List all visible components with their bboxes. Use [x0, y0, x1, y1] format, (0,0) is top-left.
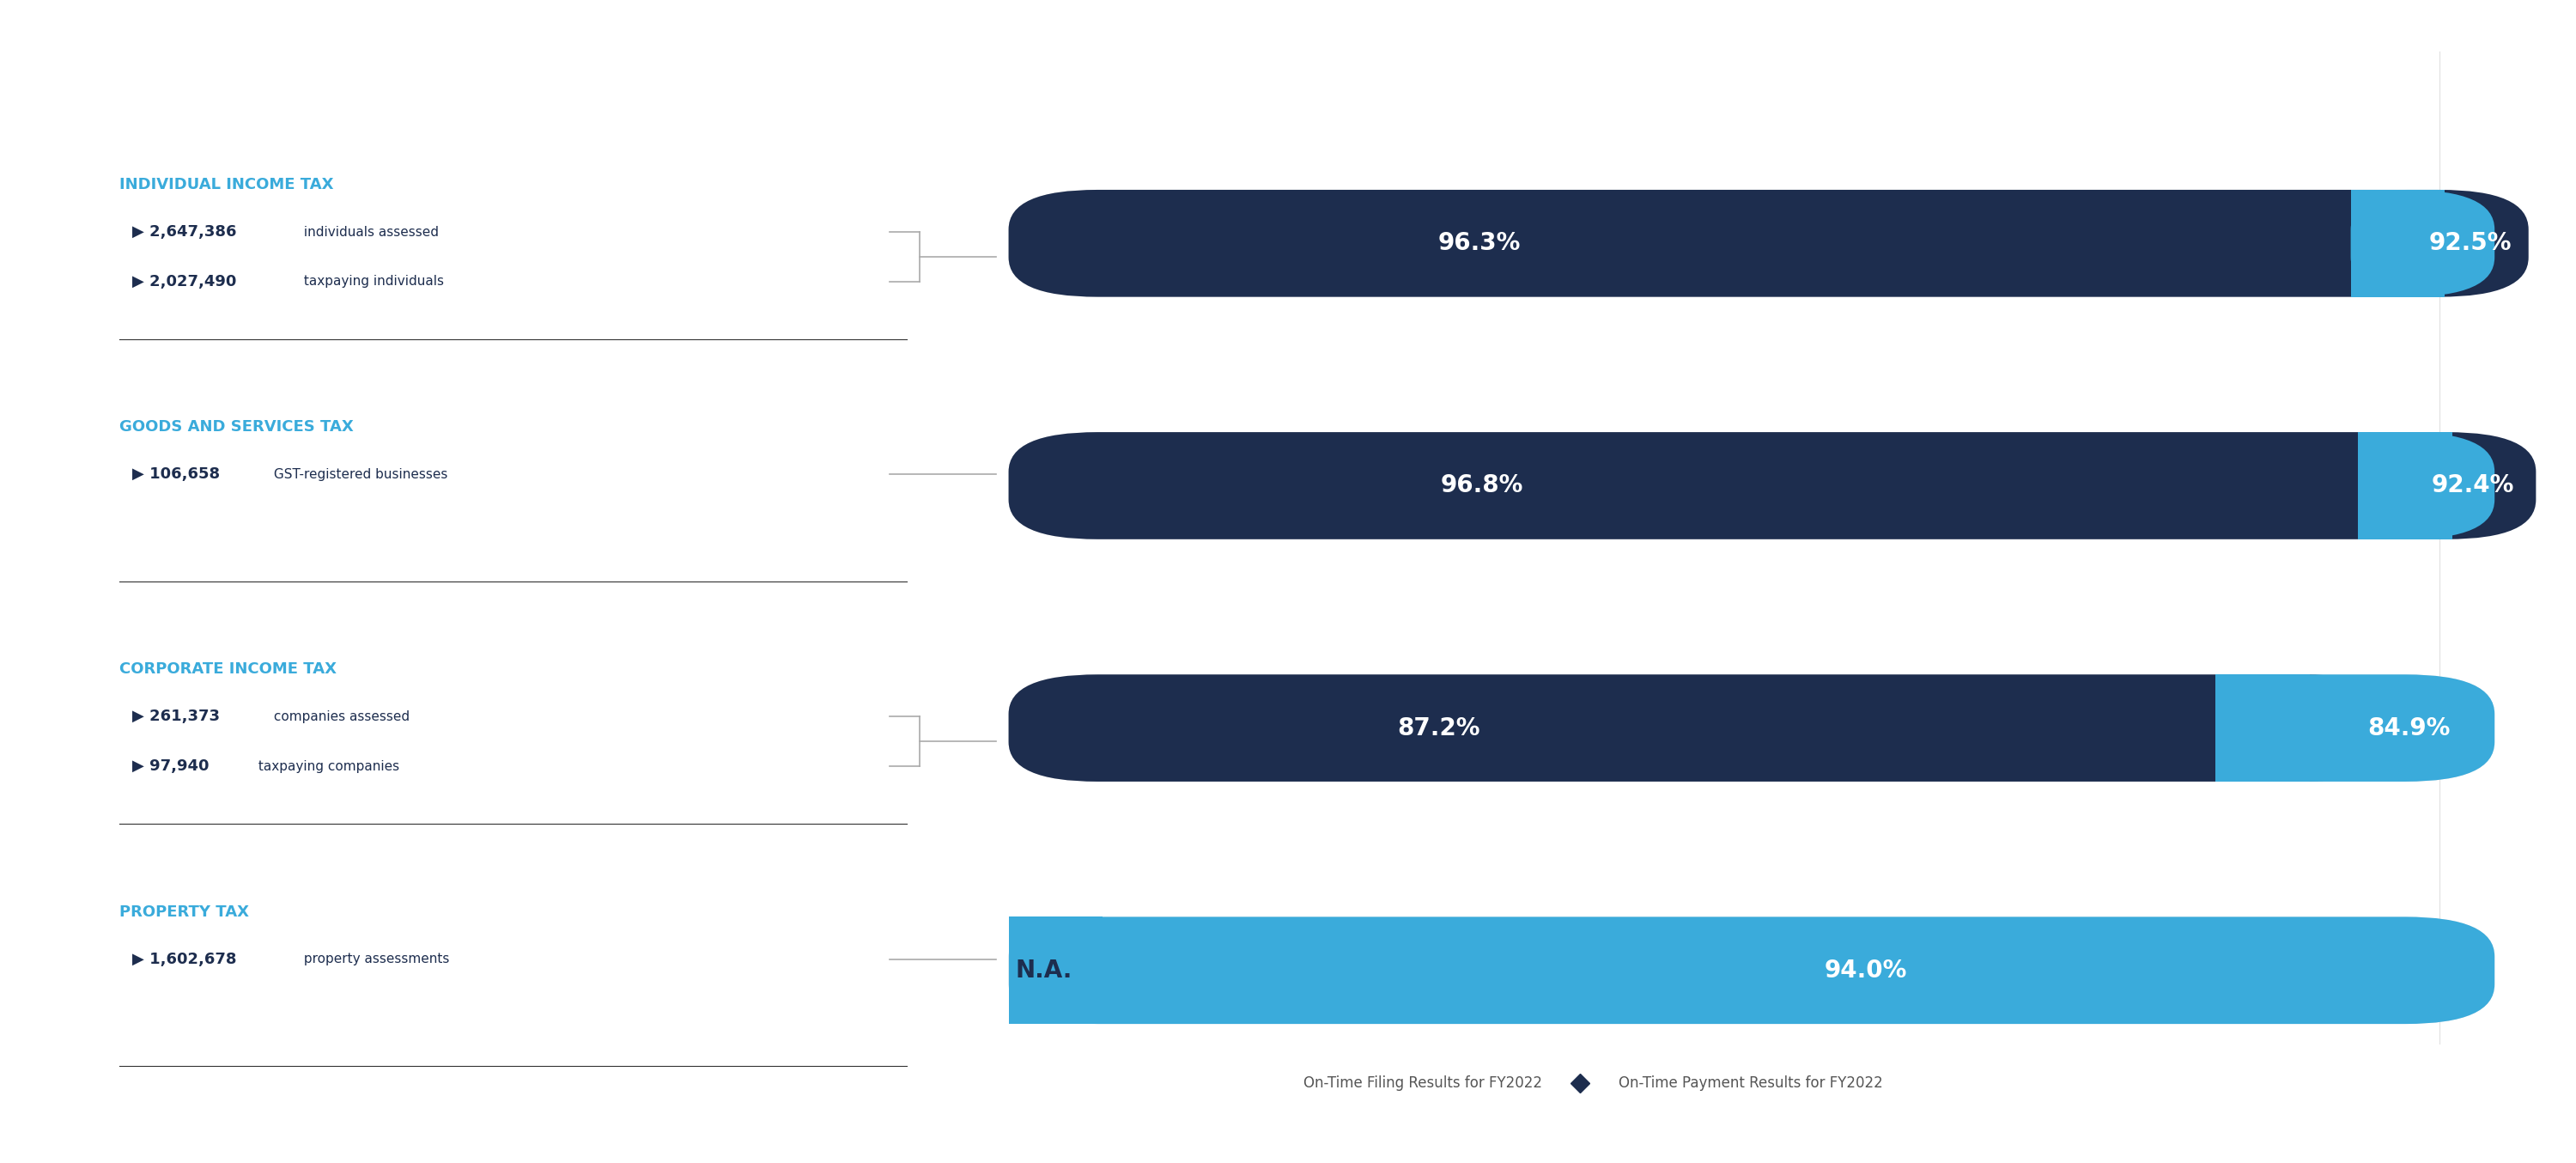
FancyBboxPatch shape: [1010, 916, 1103, 1023]
Text: 87.2%: 87.2%: [1396, 716, 1481, 740]
FancyBboxPatch shape: [2357, 433, 2452, 540]
FancyBboxPatch shape: [2215, 675, 2311, 782]
Text: individuals assessed: individuals assessed: [299, 226, 438, 238]
Text: ▶ 106,658: ▶ 106,658: [131, 466, 219, 483]
FancyBboxPatch shape: [2352, 190, 2445, 297]
FancyBboxPatch shape: [1010, 190, 2530, 297]
Text: CORPORATE INCOME TAX: CORPORATE INCOME TAX: [118, 662, 337, 677]
FancyBboxPatch shape: [1010, 190, 2494, 297]
Text: PROPERTY TAX: PROPERTY TAX: [118, 904, 250, 920]
Text: taxpaying individuals: taxpaying individuals: [299, 276, 443, 288]
Text: ▶ 97,940: ▶ 97,940: [131, 758, 209, 775]
FancyBboxPatch shape: [2352, 190, 2494, 297]
Text: companies assessed: companies assessed: [270, 711, 410, 723]
FancyBboxPatch shape: [2357, 433, 2452, 540]
FancyBboxPatch shape: [2357, 433, 2494, 540]
Text: 96.3%: 96.3%: [1437, 231, 1520, 256]
FancyBboxPatch shape: [2352, 190, 2445, 297]
Text: ▶ 2,647,386: ▶ 2,647,386: [131, 224, 237, 240]
FancyBboxPatch shape: [1010, 675, 2393, 782]
Text: property assessments: property assessments: [299, 952, 451, 965]
Text: 96.8%: 96.8%: [1440, 473, 1522, 498]
Text: 94.0%: 94.0%: [1824, 958, 1906, 983]
Text: ▶ 2,027,490: ▶ 2,027,490: [131, 274, 237, 290]
FancyBboxPatch shape: [2215, 675, 2494, 782]
FancyBboxPatch shape: [1010, 433, 2494, 540]
Text: 92.4%: 92.4%: [2432, 473, 2514, 498]
FancyBboxPatch shape: [1010, 675, 2494, 782]
Text: 92.5%: 92.5%: [2429, 231, 2512, 256]
FancyBboxPatch shape: [2215, 675, 2311, 782]
FancyBboxPatch shape: [1010, 433, 2535, 540]
Text: N.A.: N.A.: [1015, 958, 1072, 983]
Text: INDIVIDUAL INCOME TAX: INDIVIDUAL INCOME TAX: [118, 177, 335, 192]
Text: ▶ 261,373: ▶ 261,373: [131, 709, 219, 725]
Text: 84.9%: 84.9%: [2367, 716, 2450, 740]
Text: On-Time Filing Results for FY2022: On-Time Filing Results for FY2022: [1303, 1076, 1543, 1091]
Text: GST-registered businesses: GST-registered businesses: [270, 468, 448, 480]
Text: taxpaying companies: taxpaying companies: [255, 759, 399, 772]
Text: GOODS AND SERVICES TAX: GOODS AND SERVICES TAX: [118, 420, 353, 435]
FancyBboxPatch shape: [1010, 916, 2494, 1023]
Text: On-Time Payment Results for FY2022: On-Time Payment Results for FY2022: [1618, 1076, 1883, 1091]
Text: ▶ 1,602,678: ▶ 1,602,678: [131, 951, 237, 966]
FancyBboxPatch shape: [1010, 916, 2494, 1023]
